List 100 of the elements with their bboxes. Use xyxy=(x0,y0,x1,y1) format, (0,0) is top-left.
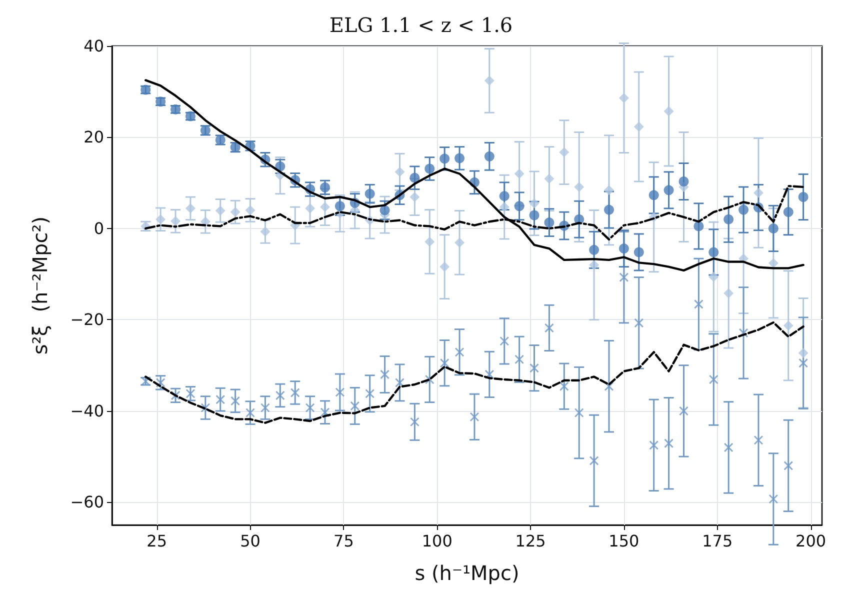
point xyxy=(544,174,554,184)
point xyxy=(768,494,778,504)
point xyxy=(783,320,794,331)
point xyxy=(738,204,749,215)
point xyxy=(246,408,256,418)
point xyxy=(574,182,584,192)
point xyxy=(440,358,450,368)
point xyxy=(664,106,674,116)
point xyxy=(784,460,794,470)
point xyxy=(618,244,629,254)
x-tick-label: 75 xyxy=(334,532,354,550)
point xyxy=(484,76,494,86)
point xyxy=(484,370,494,380)
point xyxy=(499,191,510,202)
y-axis-title: s²ξ (h⁻²Mpc²) xyxy=(28,216,52,355)
point xyxy=(678,176,689,186)
point xyxy=(708,272,719,282)
point xyxy=(724,442,734,452)
y-tick-label: 40 xyxy=(84,36,104,56)
point xyxy=(156,378,166,388)
point xyxy=(604,382,614,392)
point xyxy=(484,151,494,162)
point xyxy=(260,403,270,413)
point xyxy=(364,188,375,199)
point xyxy=(216,394,226,404)
y-tick-label: −40 xyxy=(70,401,104,420)
point xyxy=(649,440,659,450)
point xyxy=(514,168,524,179)
point xyxy=(768,223,778,234)
point xyxy=(424,164,435,174)
point xyxy=(454,238,465,248)
point xyxy=(559,382,569,392)
point xyxy=(754,435,764,445)
point xyxy=(619,272,629,282)
point xyxy=(664,438,674,448)
point xyxy=(335,388,345,397)
x-tick-label: 175 xyxy=(702,532,733,550)
point xyxy=(440,262,450,272)
point xyxy=(365,388,375,398)
point xyxy=(470,412,480,422)
point xyxy=(380,205,390,216)
x-tick-label: 150 xyxy=(608,532,640,550)
point xyxy=(530,363,540,373)
point xyxy=(514,201,524,212)
point xyxy=(604,204,614,215)
point xyxy=(424,236,435,247)
point xyxy=(783,207,794,218)
point xyxy=(694,299,704,309)
point xyxy=(230,396,240,406)
point xyxy=(768,258,778,268)
x-tick-label: 50 xyxy=(240,532,260,550)
point xyxy=(604,185,614,196)
y-tick-label: 0 xyxy=(94,218,104,238)
point xyxy=(738,328,748,338)
y-tick-label: −20 xyxy=(70,310,104,330)
point xyxy=(589,244,600,255)
point xyxy=(798,358,808,368)
point xyxy=(529,210,540,220)
point xyxy=(215,206,226,216)
point xyxy=(678,406,688,416)
x-tick-label: 100 xyxy=(422,532,452,550)
point xyxy=(544,323,554,333)
point xyxy=(634,247,644,258)
point xyxy=(544,218,554,228)
point xyxy=(798,348,808,358)
point xyxy=(200,403,210,413)
point xyxy=(320,202,330,212)
point xyxy=(260,226,270,237)
point xyxy=(724,288,734,298)
point xyxy=(305,403,315,413)
point xyxy=(305,203,316,214)
y-tick-label: 20 xyxy=(84,128,104,147)
point xyxy=(708,247,719,258)
point xyxy=(648,190,659,200)
point xyxy=(454,347,464,357)
point xyxy=(394,378,404,388)
point xyxy=(394,166,405,177)
point xyxy=(200,216,210,227)
point xyxy=(529,198,540,208)
point xyxy=(589,260,600,270)
point xyxy=(320,408,330,418)
x-tick-label: 200 xyxy=(796,532,826,550)
point xyxy=(410,192,420,202)
point xyxy=(170,216,181,226)
line-series xyxy=(144,79,804,272)
point xyxy=(618,93,629,104)
point xyxy=(440,154,450,164)
point xyxy=(230,207,240,218)
point xyxy=(499,202,510,212)
point xyxy=(634,318,644,328)
x-axis-title: s (h⁻¹Mpc) xyxy=(414,561,520,585)
point xyxy=(664,185,674,196)
y-tick-label: −60 xyxy=(70,492,104,512)
point xyxy=(170,390,180,400)
point xyxy=(589,456,599,466)
point xyxy=(410,172,420,183)
point xyxy=(454,153,465,164)
point xyxy=(574,408,584,418)
point xyxy=(320,182,330,192)
point xyxy=(708,374,718,384)
